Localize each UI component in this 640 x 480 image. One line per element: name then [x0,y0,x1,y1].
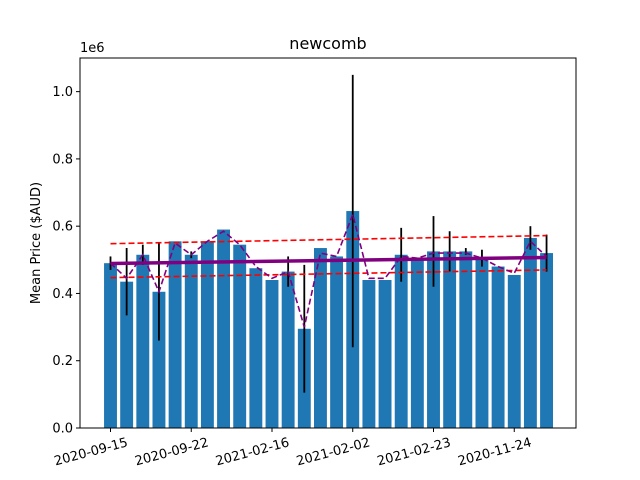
bar-26 [523,237,537,428]
bar-8 [233,244,247,428]
bar-9 [249,268,263,428]
bar-6 [200,241,214,428]
trend-line [110,255,547,266]
bar-27 [540,253,553,428]
bar-11 [281,271,295,428]
y-scale-label: 1e6 [80,41,105,56]
bar-10 [265,280,279,428]
bar-7 [217,229,230,428]
bar-24 [491,266,505,428]
bar-18 [394,254,408,428]
y-tick-label-4: 0.8 [52,152,73,167]
y-axis-label: Mean Price ($AUD) [29,182,44,304]
lower-bound-line [110,269,547,279]
error-bars-group [109,74,548,393]
bar-16 [362,280,376,428]
bar-5 [184,254,198,428]
bars-group [104,211,553,428]
y-tick-label-5: 1.0 [52,85,73,100]
plot-frame [79,57,577,429]
upper-bound-line [110,234,547,245]
y-tick-label-2: 0.4 [52,287,73,302]
chart-title: newcomb [289,34,366,53]
bar-14 [330,256,344,428]
bar-2 [136,254,150,428]
y-tick-label-0: 0.0 [52,422,73,437]
lines-group [109,211,548,328]
bar-3 [152,291,166,428]
bar-17 [378,280,392,428]
bar-20 [427,251,440,428]
bar-4 [168,241,182,428]
y-axis: 0.0 0.2 0.4 0.6 0.8 1.0 [52,85,80,437]
bar-0 [104,263,117,428]
bar-21 [443,251,457,428]
bar-23 [475,258,489,428]
bar-25 [507,274,521,428]
bar-1 [120,281,134,428]
bar-13 [314,248,327,428]
y-tick-label-3: 0.6 [52,220,73,235]
y-tick-label-1: 0.2 [52,354,73,369]
smoothed-line [109,211,548,328]
bar-22 [459,251,473,428]
bar-19 [410,258,424,428]
